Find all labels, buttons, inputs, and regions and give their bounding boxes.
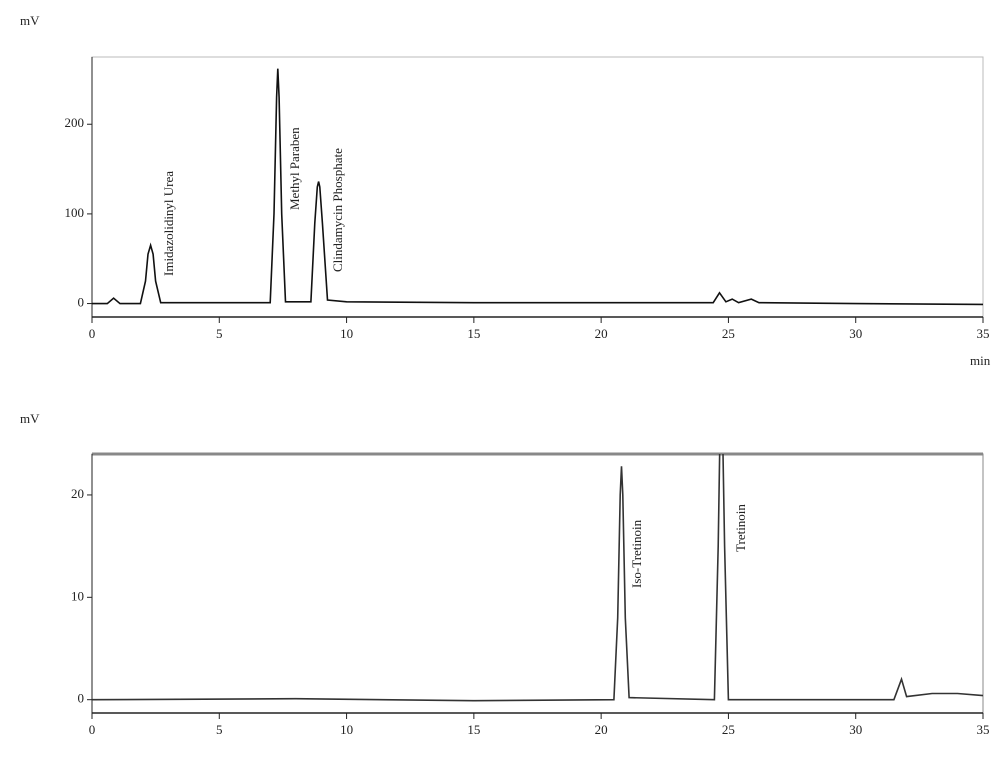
x-tick-label: 35 (977, 326, 990, 341)
peak-label: Imidazolidinyl Urea (161, 171, 176, 276)
x-tick-label: 25 (722, 722, 735, 737)
plot-frame (91, 56, 984, 318)
x-tick-label: 5 (216, 722, 223, 737)
x-tick-label: 0 (89, 722, 96, 737)
y-tick-label: 0 (78, 295, 85, 310)
x-tick-label: 10 (340, 722, 353, 737)
x-tick-label: 30 (849, 722, 862, 737)
y-tick-label: 20 (71, 486, 84, 501)
x-tick-label: 20 (595, 722, 608, 737)
chromatogram-trace (92, 68, 983, 306)
x-tick-label: 25 (722, 326, 735, 341)
plot-frame (91, 453, 984, 714)
peak-label: Tretinoin (733, 504, 748, 552)
x-tick-label: 10 (340, 326, 353, 341)
peak-label: Clindamycin Phosphate (330, 148, 345, 272)
peak-label: Methyl Paraben (287, 127, 302, 210)
x-tick-label: 20 (595, 326, 608, 341)
x-axis-label: min (970, 353, 991, 368)
y-axis-label: mV (20, 13, 40, 28)
y-tick-label: 200 (65, 115, 85, 130)
chromatogram-trace (92, 454, 983, 702)
x-tick-label: 5 (216, 326, 223, 341)
x-tick-label: 15 (467, 326, 480, 341)
y-axis-label: mV (20, 411, 40, 426)
y-tick-label: 0 (78, 691, 85, 706)
x-tick-label: 30 (849, 326, 862, 341)
x-tick-label: 35 (977, 722, 990, 737)
y-tick-label: 10 (71, 588, 84, 603)
y-tick-label: 100 (65, 205, 85, 220)
x-tick-label: 15 (467, 722, 480, 737)
peak-label: Iso-Tretinoin (629, 519, 644, 588)
x-tick-label: 0 (89, 326, 96, 341)
